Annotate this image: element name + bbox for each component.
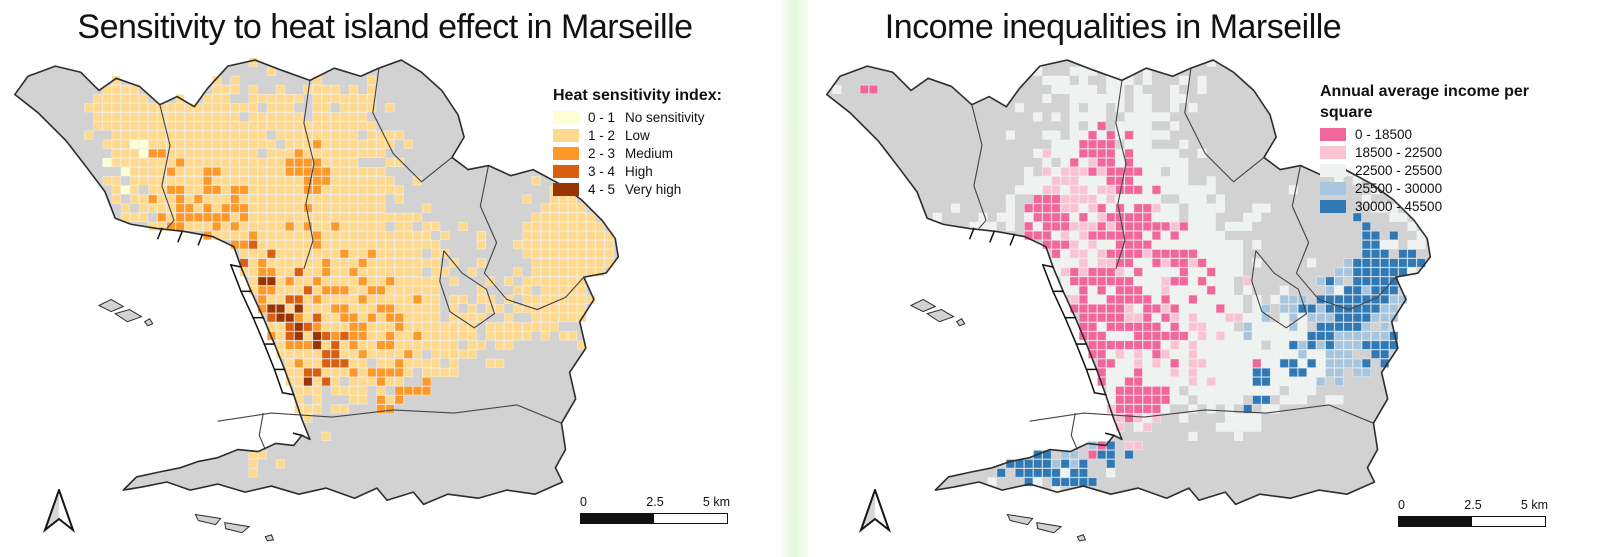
- north-arrow-icon: [858, 489, 892, 533]
- legend-swatch: [1320, 200, 1346, 214]
- legend-swatch: [1320, 146, 1346, 160]
- legend-swatch: [1320, 128, 1346, 142]
- legend-range: 30000 - 45500: [1355, 199, 1443, 215]
- legend-label: High: [625, 164, 653, 180]
- legend-item: 25500 - 30000: [1320, 181, 1565, 197]
- legend-item: 22500 - 25500: [1320, 163, 1565, 179]
- income-map-svg: [825, 57, 1432, 542]
- legend-label: Low: [625, 128, 650, 144]
- legend-label: Medium: [625, 146, 674, 162]
- legend-item: 2 - 3 Medium: [553, 146, 722, 162]
- income-legend: Annual average income per square 0 - 185…: [1320, 82, 1565, 214]
- legend-swatch: [1320, 164, 1346, 178]
- legend-range: 2 - 3: [588, 146, 616, 162]
- heat-legend: Heat sensitivity index: 0 - 1 No sensiti…: [553, 86, 722, 197]
- legend-swatch: [553, 129, 579, 143]
- scale-bar-rule: [580, 513, 728, 524]
- scale-tick: 0: [1398, 498, 1405, 512]
- legend-label: Very high: [625, 182, 682, 198]
- legend-range: 4 - 5: [588, 182, 616, 198]
- legend-swatch: [1320, 182, 1346, 196]
- legend-range: 22500 - 25500: [1355, 163, 1443, 179]
- legend-swatch: [553, 147, 579, 161]
- legend-range: 0 - 18500: [1355, 127, 1413, 143]
- legend-item: 0 - 1 No sensitivity: [553, 110, 722, 126]
- legend-swatch: [553, 165, 579, 179]
- heat-map-panel: Sensitivity to heat island effect in Mar…: [8, 8, 730, 553]
- income-map-panel: Income inequalities in Marseille Annual …: [800, 0, 1600, 557]
- scale-bar: 0 2.5 5 km: [1398, 498, 1548, 527]
- income-map-title: Income inequalities in Marseille: [884, 8, 1342, 46]
- heat-map-svg: [13, 57, 620, 542]
- legend-range: 0 - 1: [588, 110, 616, 126]
- scale-tick: 5 km: [702, 495, 730, 509]
- legend-item: 1 - 2 Low: [553, 128, 722, 144]
- legend-item: 30000 - 45500: [1320, 199, 1565, 215]
- legend-item: 3 - 4 High: [553, 164, 722, 180]
- legend-item: 0 - 18500: [1320, 127, 1565, 143]
- legend-item: 4 - 5 Very high: [553, 182, 722, 198]
- scale-bar: 0 2.5 5 km: [580, 495, 730, 524]
- scale-tick: 0: [580, 495, 587, 509]
- legend-range: 1 - 2: [588, 128, 616, 144]
- legend-swatch: [553, 183, 579, 197]
- income-legend-title: Annual average income per square: [1320, 83, 1529, 121]
- legend-label: No sensitivity: [625, 110, 705, 126]
- legend-swatch: [553, 111, 579, 125]
- income-map: [820, 56, 1432, 553]
- scale-tick: 2.5: [1464, 498, 1482, 512]
- heat-legend-title: Heat sensitivity index:: [553, 87, 722, 104]
- north-arrow-icon: [42, 489, 76, 533]
- legend-range: 25500 - 30000: [1355, 181, 1443, 197]
- scale-bar-labels: 0 2.5 5 km: [1398, 498, 1548, 513]
- scale-tick: 5 km: [1520, 498, 1548, 512]
- scale-tick: 2.5: [646, 495, 664, 509]
- heat-map: [8, 56, 620, 553]
- panel-divider: [779, 0, 813, 557]
- legend-range: 3 - 4: [588, 164, 616, 180]
- scale-bar-rule: [1398, 516, 1546, 527]
- legend-item: 18500 - 22500: [1320, 145, 1565, 161]
- heat-map-title: Sensitivity to heat island effect in Mar…: [77, 8, 693, 46]
- legend-range: 18500 - 22500: [1355, 145, 1443, 161]
- scale-bar-labels: 0 2.5 5 km: [580, 495, 730, 510]
